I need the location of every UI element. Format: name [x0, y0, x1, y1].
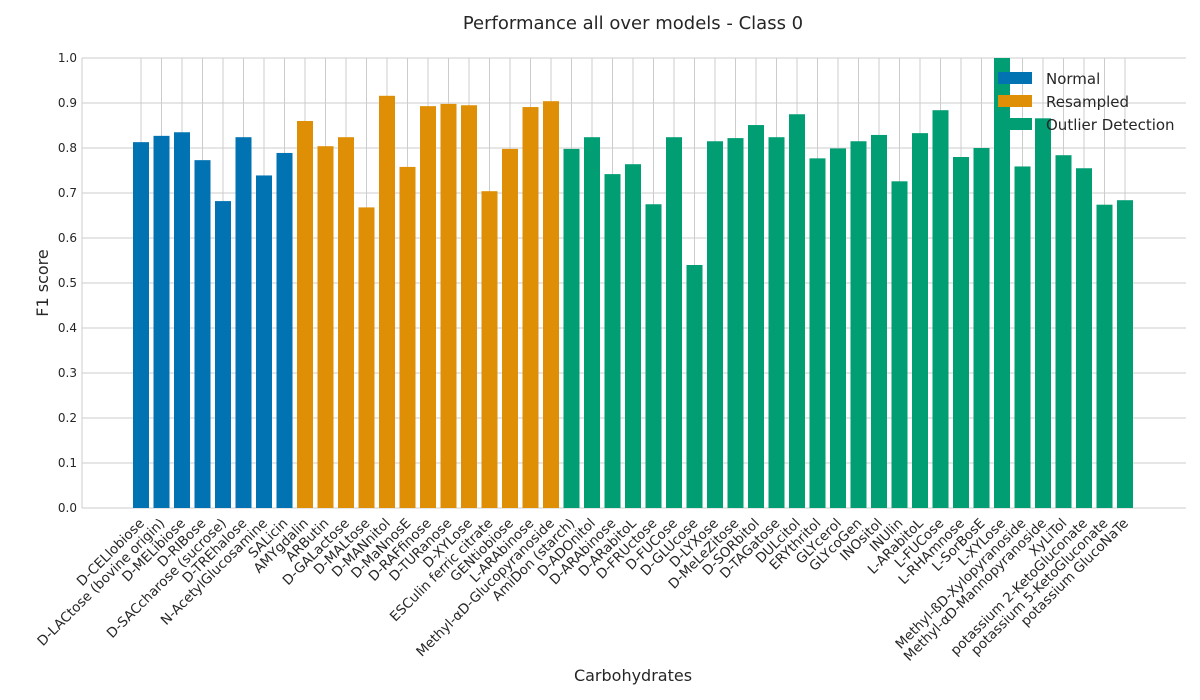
- bar: [727, 138, 744, 508]
- bar: [994, 58, 1010, 508]
- y-tick-label: 0.5: [58, 276, 77, 290]
- y-tick-label: 0.9: [58, 96, 77, 110]
- bar: [1035, 118, 1051, 509]
- bar: [912, 133, 928, 508]
- bar: [133, 142, 149, 508]
- legend-label: Normal: [1046, 70, 1100, 88]
- bar: [809, 158, 826, 508]
- legend-label: Outlier Detection: [1046, 116, 1175, 134]
- bar: [850, 141, 867, 508]
- bar: [358, 207, 375, 508]
- bar: [481, 191, 498, 508]
- bar: [584, 137, 600, 508]
- bar: [645, 204, 662, 508]
- bar: [768, 137, 785, 508]
- bar: [174, 132, 190, 508]
- bar: [194, 160, 211, 508]
- bar: [1076, 168, 1092, 508]
- bar: [748, 125, 764, 509]
- bar: [789, 114, 805, 508]
- bar: [338, 137, 354, 508]
- bar: [1014, 166, 1031, 508]
- bar: [973, 148, 990, 508]
- bar: [440, 103, 457, 509]
- bar: [256, 175, 272, 508]
- bar: [830, 148, 846, 508]
- bar: [276, 152, 293, 508]
- y-tick-label: 0.6: [58, 231, 77, 245]
- bar: [891, 181, 908, 509]
- bar: [686, 265, 703, 508]
- legend-swatch: [998, 118, 1032, 130]
- bar: [420, 106, 436, 509]
- y-tick-label: 0.3: [58, 366, 77, 380]
- bar: [604, 174, 621, 508]
- y-tick-label: 0.1: [58, 456, 77, 470]
- x-axis-label: Carbohydrates: [574, 666, 692, 685]
- bar: [379, 95, 395, 509]
- legend-label: Resampled: [1046, 93, 1129, 111]
- bar: [317, 146, 334, 508]
- bar: [1055, 155, 1072, 508]
- bar: [666, 137, 682, 508]
- bar: [543, 101, 559, 508]
- bar: [461, 105, 477, 508]
- bar: [932, 110, 949, 508]
- legend: Normal Resampled Outlier Detection: [998, 70, 1175, 134]
- chart-title: Performance all over models - Class 0: [463, 13, 803, 34]
- y-tick-label: 0.7: [58, 186, 77, 200]
- bar: [235, 137, 252, 508]
- bar: [399, 166, 416, 508]
- y-tick-label: 0.0: [58, 501, 77, 515]
- bar: [522, 107, 539, 509]
- bar: [563, 148, 580, 508]
- bar: [215, 201, 231, 508]
- bar: [1096, 204, 1113, 508]
- y-tick-label: 0.8: [58, 141, 77, 155]
- bar: [502, 148, 518, 508]
- legend-swatch: [998, 72, 1032, 84]
- x-tick-label: D-LACtose (bovine origin): [34, 516, 168, 650]
- y-tick-label: 0.2: [58, 411, 77, 425]
- bar: [625, 164, 641, 508]
- bar: [871, 134, 887, 508]
- legend-swatch: [998, 95, 1032, 107]
- bar: [707, 141, 723, 508]
- bar: [1117, 200, 1133, 508]
- bar: [953, 157, 969, 508]
- y-tick-label: 1.0: [58, 51, 77, 65]
- y-tick-label: 0.4: [58, 321, 77, 335]
- y-axis-label: F1 score: [33, 249, 52, 316]
- bar: [297, 121, 313, 508]
- bar: [153, 135, 170, 508]
